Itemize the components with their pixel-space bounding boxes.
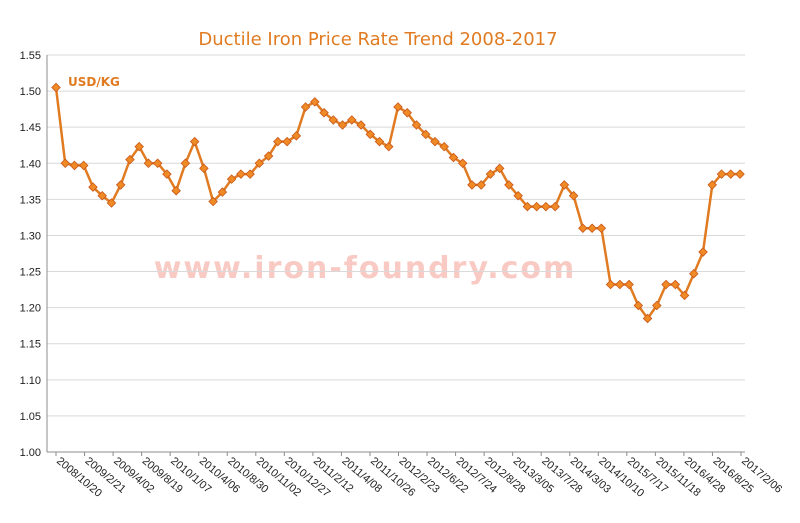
data-point bbox=[51, 82, 61, 93]
data-point bbox=[337, 120, 348, 130]
data-point bbox=[374, 136, 385, 147]
data-point bbox=[485, 169, 496, 179]
price-series bbox=[51, 82, 745, 324]
data-point bbox=[541, 201, 551, 212]
data-point bbox=[476, 180, 486, 190]
y-tick-label: 1.55 bbox=[20, 50, 41, 62]
y-tick-label: 1.30 bbox=[20, 230, 41, 242]
watermark: www.iron-foundry.com bbox=[154, 251, 577, 286]
data-point bbox=[522, 201, 533, 212]
x-axis-ticks: 2008/10/202009/2/212009/4/022009/8/19201… bbox=[54, 455, 784, 500]
unit-label: USD/KG bbox=[68, 75, 120, 89]
data-point bbox=[134, 141, 144, 152]
y-tick-label: 1.45 bbox=[20, 122, 41, 134]
data-point bbox=[125, 154, 135, 165]
data-point bbox=[217, 187, 228, 197]
data-point bbox=[430, 136, 440, 147]
y-tick-label: 1.40 bbox=[20, 158, 41, 170]
data-point bbox=[143, 158, 154, 169]
data-point bbox=[180, 158, 191, 169]
data-point bbox=[69, 160, 80, 171]
y-tick-label: 1.10 bbox=[20, 375, 41, 387]
data-point bbox=[679, 290, 690, 301]
data-point bbox=[199, 163, 209, 174]
data-point bbox=[291, 131, 302, 141]
data-point bbox=[208, 196, 218, 207]
data-point bbox=[162, 169, 172, 179]
chart-title: Ductile Iron Price Rate Trend 2008-2017 bbox=[198, 29, 557, 50]
data-point bbox=[60, 158, 71, 169]
y-tick-label: 1.00 bbox=[20, 447, 41, 459]
data-point bbox=[402, 107, 413, 118]
data-point bbox=[605, 279, 616, 290]
data-point bbox=[245, 169, 255, 179]
data-point bbox=[661, 279, 671, 290]
data-point bbox=[725, 169, 736, 179]
grid-lines bbox=[47, 54, 745, 417]
data-point bbox=[171, 185, 181, 196]
data-point bbox=[596, 223, 607, 234]
data-point bbox=[716, 169, 727, 179]
data-point bbox=[88, 182, 98, 192]
data-point bbox=[152, 158, 163, 169]
data-point bbox=[587, 223, 597, 234]
data-point bbox=[78, 160, 89, 171]
data-point bbox=[226, 174, 237, 184]
data-point bbox=[559, 180, 570, 190]
data-point bbox=[689, 268, 699, 279]
y-tick-label: 1.15 bbox=[20, 339, 41, 351]
data-point bbox=[328, 115, 339, 125]
y-tick-label: 1.35 bbox=[20, 194, 41, 206]
data-point bbox=[97, 190, 107, 201]
data-point bbox=[236, 169, 246, 179]
data-point bbox=[411, 120, 422, 130]
data-point bbox=[642, 313, 653, 324]
data-point bbox=[624, 279, 634, 290]
data-point bbox=[504, 180, 514, 190]
y-tick-label: 1.25 bbox=[20, 267, 41, 279]
y-tick-label: 1.05 bbox=[20, 411, 41, 423]
data-point bbox=[263, 151, 274, 161]
data-point bbox=[568, 190, 579, 201]
data-point bbox=[282, 136, 292, 147]
data-point bbox=[254, 158, 265, 169]
data-point bbox=[707, 180, 718, 190]
data-point bbox=[189, 136, 200, 147]
data-point bbox=[615, 279, 625, 290]
data-point bbox=[652, 300, 662, 311]
data-point bbox=[735, 169, 745, 179]
data-point bbox=[365, 129, 376, 140]
data-point bbox=[494, 163, 505, 174]
data-point bbox=[467, 180, 477, 190]
data-point bbox=[115, 180, 126, 190]
data-point bbox=[319, 107, 329, 118]
data-point bbox=[347, 115, 357, 125]
data-point bbox=[531, 201, 542, 212]
data-point bbox=[578, 223, 588, 234]
data-point bbox=[383, 141, 394, 152]
data-point bbox=[670, 279, 681, 290]
data-point bbox=[356, 120, 366, 130]
data-point bbox=[300, 102, 311, 112]
data-point bbox=[393, 102, 403, 112]
y-tick-label: 1.20 bbox=[20, 303, 41, 315]
data-point bbox=[698, 247, 708, 257]
data-point bbox=[513, 190, 523, 201]
data-point bbox=[310, 97, 320, 107]
data-point bbox=[457, 158, 468, 169]
axes bbox=[46, 55, 745, 456]
data-point bbox=[448, 152, 459, 163]
data-point bbox=[420, 129, 431, 140]
data-point bbox=[439, 141, 449, 152]
y-axis-ticks: 1.00 1.05 1.10 1.15 1.20 1.25 1.30 1.35 1.40 1.45… bbox=[20, 50, 41, 459]
data-point bbox=[106, 198, 117, 208]
y-tick-label: 1.50 bbox=[20, 86, 41, 98]
data-point bbox=[633, 300, 644, 311]
data-point bbox=[550, 201, 560, 212]
data-point bbox=[273, 136, 283, 147]
